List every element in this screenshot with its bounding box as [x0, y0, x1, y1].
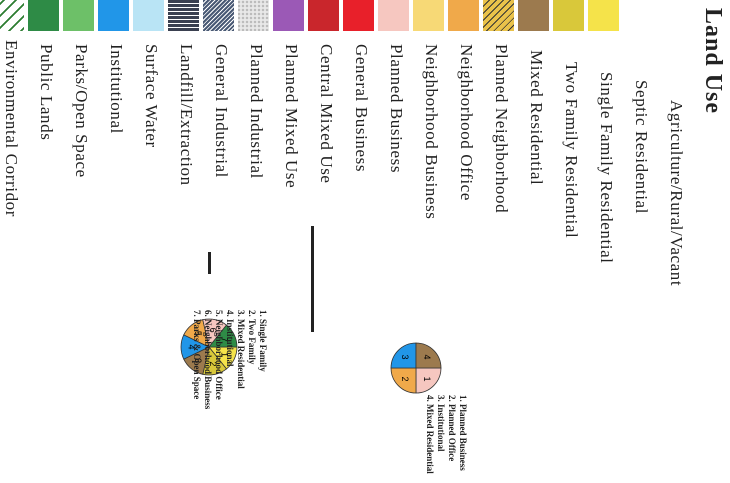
pie-slice-number-6: 6: [208, 328, 218, 333]
label-planned-mixed-use: Planned Mixed Use: [282, 44, 301, 189]
pie-slice-1: [415, 367, 442, 394]
pie-slice-number-4: 4: [187, 344, 197, 349]
pie-slice-3: [390, 342, 417, 369]
swatch-neighborhood-office: [448, 0, 479, 31]
legend-row-agriculture: Agriculture/Rural/Vacant: [656, 0, 690, 483]
pie-slice-4: [415, 342, 442, 369]
legend-row-two-family-residential: Two Family Residential: [551, 0, 585, 483]
swatch-general-business: [343, 0, 374, 31]
pie-list-item: 3. Institutional: [436, 395, 446, 452]
legend-row-planned-business: Planned Business: [376, 0, 410, 483]
neighborhood-mix-pie: 123 4 567: [180, 318, 238, 376]
pie-slice-2: [390, 367, 417, 394]
legend-title: Land Use: [700, 8, 726, 115]
legend-row-landfill-extraction: Landfill/Extraction: [166, 0, 200, 483]
pie-slice-number-4: 4: [422, 355, 432, 360]
pie-slice-7: [208, 324, 238, 348]
mixed-use-list: 1. Planned Business 2. Planned Office 3. I…: [424, 395, 468, 474]
legend-row-general-industrial: General Industrial: [201, 0, 235, 483]
pie-slice-number-1: 1: [220, 352, 230, 357]
swatch-surface-water: [133, 0, 164, 31]
swatch-planned-neighborhood: [483, 0, 514, 31]
legend-row-environmental-corridor: Environmental Corridor: [0, 0, 25, 483]
swatch-neighborhood-business: [413, 0, 444, 31]
legend-row-septic-residential: Septic Residential: [621, 0, 655, 483]
pie-list-item: 6. Neighborhood Business: [203, 310, 213, 410]
label-two-family-residential: Two Family Residential: [562, 62, 581, 239]
pie-slice-number-3: 3: [400, 355, 410, 360]
swatch-central-mixed-use: [308, 0, 339, 31]
legend-row-surface-water: Surface Water: [131, 0, 165, 483]
pie-list-item: 1. Planned Business: [458, 395, 468, 471]
pie-slice-number-3: 3: [193, 358, 203, 363]
planned-mixed-use-leader: [311, 226, 314, 332]
label-neighborhood-business: Neighborhood Business: [422, 44, 441, 220]
swatch-planned-business: [378, 0, 409, 31]
pie-list-item: 1. Single Family: [258, 310, 268, 372]
swatch-environmental-corridor: [0, 0, 24, 31]
pie-list-item: 2. Planned Office: [447, 395, 457, 462]
planned-neighborhood-leader: [208, 252, 211, 274]
swatch-institutional: [98, 0, 129, 31]
label-planned-neighborhood: Planned Neighborhood: [492, 44, 511, 214]
swatch-general-industrial: [203, 0, 234, 31]
label-institutional: Institutional: [107, 44, 126, 134]
label-general-industrial: General Industrial: [212, 44, 231, 179]
legend-row-parks-open-space: Parks/Open Space: [61, 0, 95, 483]
swatch-mixed-residential: [518, 0, 549, 31]
pie-slice-number-5: 5: [193, 331, 203, 336]
label-landfill-extraction: Landfill/Extraction: [177, 44, 196, 186]
label-planned-business: Planned Business: [387, 44, 406, 174]
swatch-public-lands: [28, 0, 59, 31]
label-mixed-residential: Mixed Residential: [527, 50, 546, 186]
legend-row-institutional: Institutional: [96, 0, 130, 483]
swatch-single-family-residential: [588, 0, 619, 31]
swatch-planned-mixed-use: [273, 0, 304, 31]
swatch-parks-open-space: [63, 0, 94, 31]
label-agriculture: Agriculture/Rural/Vacant: [667, 100, 686, 287]
swatch-planned-industrial: [238, 0, 269, 31]
pie-list-item: 5. Neighborhood Office: [214, 310, 224, 400]
label-central-mixed-use: Central Mixed Use: [317, 44, 336, 184]
label-planned-industrial: Planned Industrial: [247, 44, 266, 179]
label-general-business: General Business: [352, 44, 371, 173]
pie-slice-number-7: 7: [220, 337, 230, 342]
pie-list-item: 4. Institutional: [225, 310, 235, 367]
label-neighborhood-office: Neighborhood Office: [457, 44, 476, 201]
legend-row-planned-mixed-use: Planned Mixed Use: [271, 0, 305, 483]
legend-row-mixed-residential: Mixed Residential: [516, 0, 550, 483]
pie-list-item: 4. Mixed Residential: [425, 395, 435, 474]
pie-list-item: 7. Parks & Open Space: [192, 310, 202, 400]
mixed-use-pie: 1 2 3 4: [390, 342, 442, 394]
neighborhood-mix-list: 1. Single Family 2. Two Family 3. Mixed Re…: [191, 310, 268, 409]
label-single-family-residential: Single Family Residential: [597, 72, 616, 264]
swatch-landfill-extraction: [168, 0, 199, 31]
pie-list-item: 2. Two Family: [247, 310, 257, 365]
swatch-two-family-residential: [553, 0, 584, 31]
pie-list-item: 3. Mixed Residential: [236, 310, 246, 389]
label-parks-open-space: Parks/Open Space: [72, 44, 91, 178]
legend-row-general-business: General Business: [341, 0, 375, 483]
legend-row-planned-industrial: Planned Industrial: [236, 0, 270, 483]
label-public-lands: Public Lands: [37, 44, 56, 141]
label-surface-water: Surface Water: [142, 44, 161, 148]
label-environmental-corridor: Environmental Corridor: [2, 40, 21, 218]
legend-row-planned-neighborhood: Planned Neighborhood: [481, 0, 515, 483]
pie-slice-number-2: 2: [400, 376, 410, 381]
label-septic-residential: Septic Residential: [632, 80, 651, 215]
legend-row-single-family-residential: Single Family Residential: [586, 0, 620, 483]
legend-row-public-lands: Public Lands: [26, 0, 60, 483]
pie-slice-number-1: 1: [422, 376, 432, 381]
pie-slice-number-2: 2: [208, 361, 218, 366]
